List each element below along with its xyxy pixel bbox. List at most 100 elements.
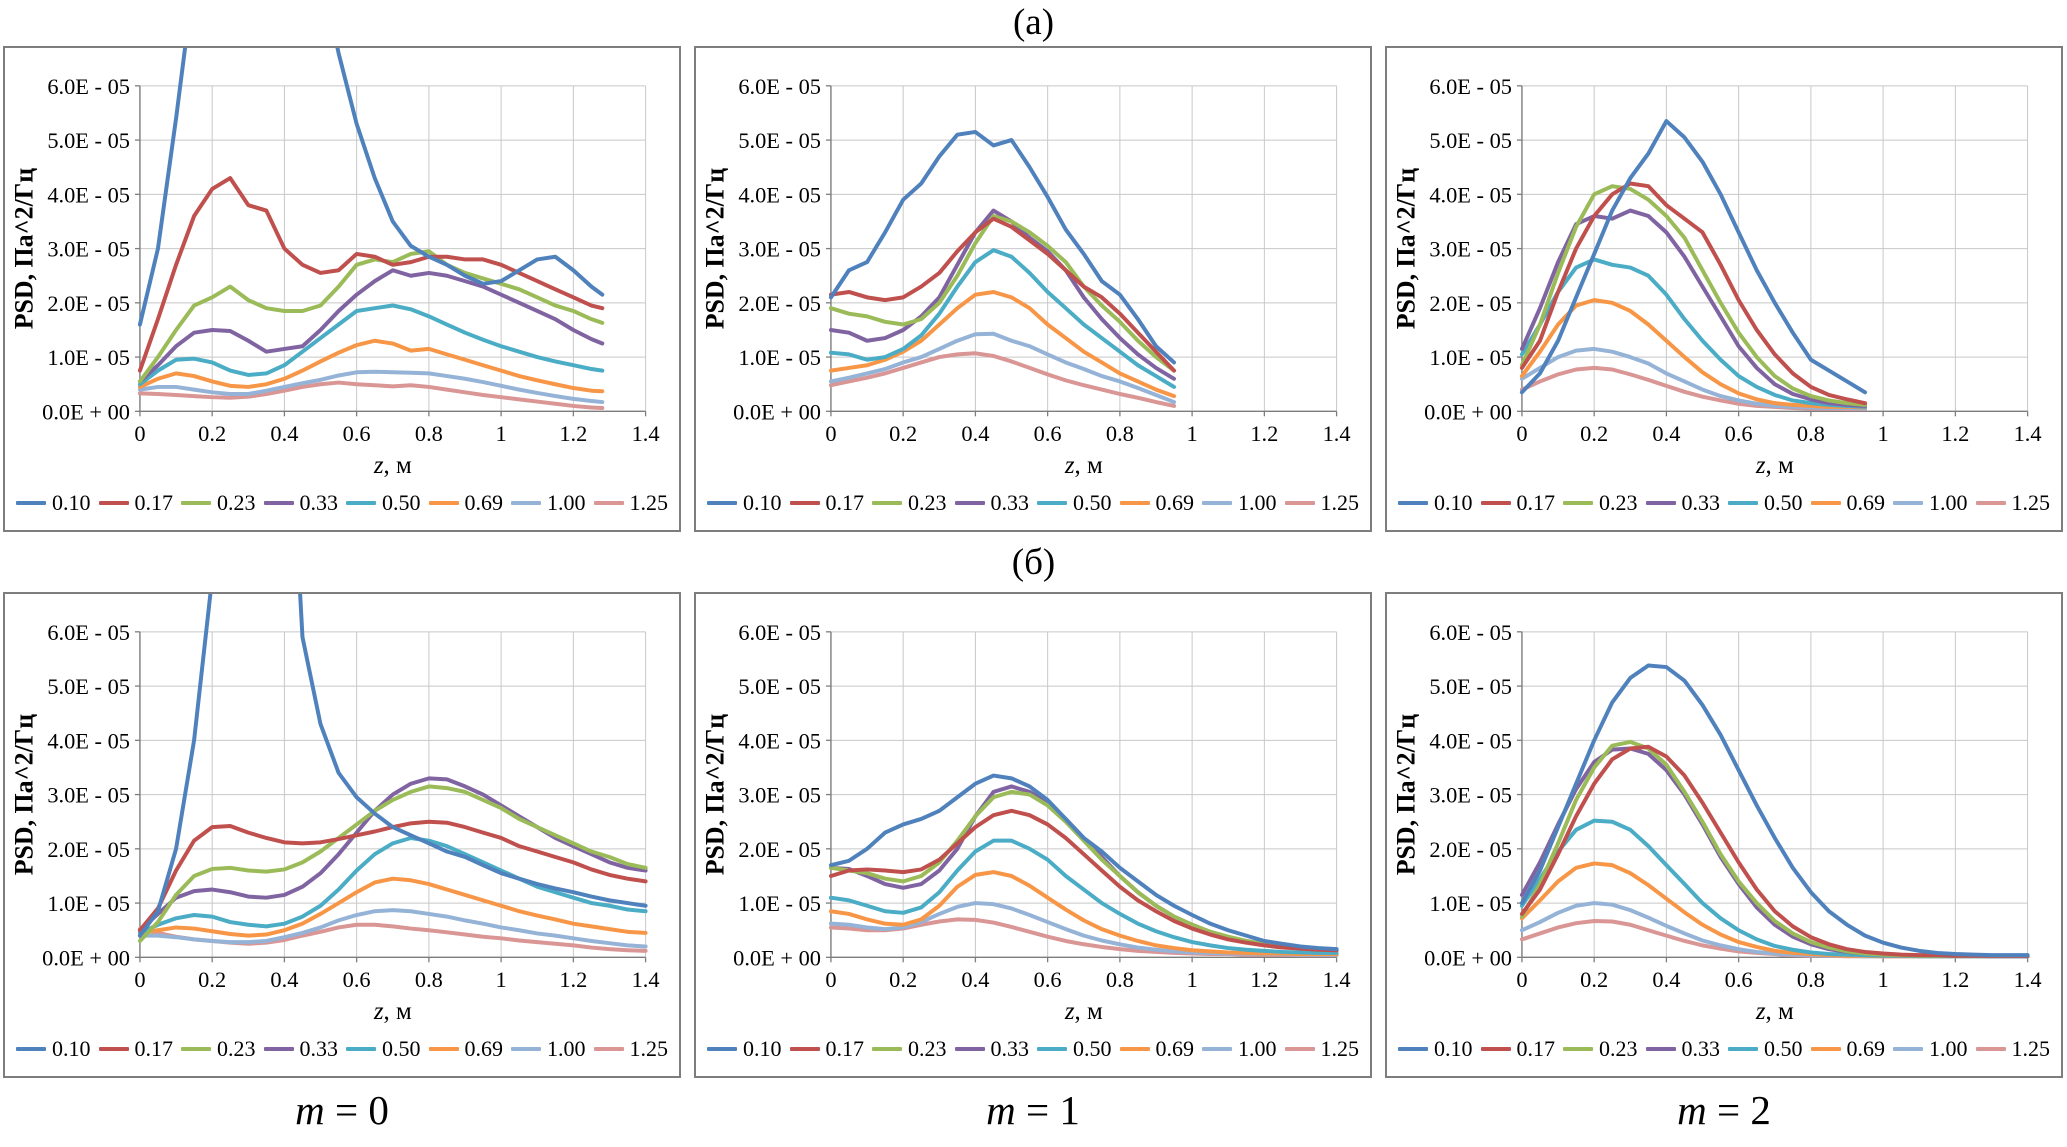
chart-legend: 0.10 0.17 0.23 0.33 0.50 0.69 1.00 1.25 — [696, 1026, 1370, 1072]
legend-item-1.00: 1.00 — [1893, 1036, 1968, 1062]
legend-item-0.10: 0.10 — [707, 490, 782, 516]
legend-swatch — [346, 501, 376, 505]
legend-swatch — [1645, 1047, 1676, 1051]
x-tick-label: 0 — [825, 421, 836, 446]
series-line-0.50 — [137, 835, 648, 935]
y-tick-label: 2.0E - 05 — [47, 837, 130, 862]
y-tick-label: 1.0E - 05 — [47, 891, 130, 916]
series-line-1.00 — [137, 369, 605, 405]
x-tick-label: 1.2 — [1250, 421, 1278, 446]
y-tick-label: 4.0E - 05 — [738, 728, 821, 753]
series-line-0.17 — [137, 819, 648, 933]
caption-value: = 2 — [1706, 1087, 1771, 1133]
x-tick-label: 1 — [1187, 421, 1198, 446]
x-tick-label: 0.2 — [1580, 421, 1608, 446]
x-tick-label: 1.4 — [632, 967, 660, 992]
legend-item-0.17: 0.17 — [1480, 1036, 1555, 1062]
y-tick-label: 6.0E - 05 — [1429, 74, 1512, 99]
legend-swatch — [181, 1047, 211, 1051]
legend-label: 1.25 — [2011, 1036, 2051, 1061]
legend-swatch — [1398, 1047, 1428, 1051]
x-tick-label: 1 — [1878, 421, 1889, 446]
legend-item-0.33: 0.33 — [1645, 490, 1721, 516]
y-axis-title: PSD, Па^2/Гц — [700, 168, 729, 330]
x-axis-title: z, м — [1755, 998, 1794, 1025]
gridlines — [134, 85, 647, 417]
legend-label: 0.33 — [299, 1036, 339, 1061]
legend-label: 1.25 — [2011, 490, 2051, 515]
x-tick-label: 0.6 — [1725, 421, 1753, 446]
legend-label: 1.00 — [1929, 490, 1968, 515]
series-line-0.23 — [1519, 184, 1868, 407]
legend-item-1.00: 1.00 — [1202, 1036, 1277, 1062]
series-group — [1519, 119, 1868, 412]
y-tick-label: 1.0E - 05 — [47, 345, 130, 370]
chart-canvas-a-m2: 6.0E - 05 5.0E - 05 4.0E - 05 3.0E - 05 2.0E… — [1391, 74, 2041, 479]
legend-label: 0.33 — [990, 1036, 1030, 1061]
legend-item-0.33: 0.33 — [1645, 1036, 1720, 1062]
legend-item-0.10: 0.10 — [707, 1036, 782, 1062]
legend-item-1.25: 1.25 — [1284, 1036, 1359, 1062]
caption-m2: m = 2 — [1385, 1086, 2063, 1134]
legend-label: 1.00 — [547, 490, 586, 515]
x-tick-label: 0.4 — [1652, 967, 1680, 992]
x-tick-label: 0.6 — [343, 421, 371, 446]
legend-label: 0.50 — [1764, 1036, 1803, 1061]
y-tick-label: 4.0E - 05 — [47, 728, 130, 753]
chart-canvas-a-m0: 6.0E - 05 5.0E - 05 4.0E - 05 3.0E - 05 2.0E… — [9, 48, 660, 479]
legend-item-0.17: 0.17 — [98, 1036, 173, 1062]
x-axis-title: z, м — [373, 998, 412, 1025]
legend-label: 0.50 — [382, 1036, 421, 1061]
legend-item-0.69: 0.69 — [1119, 490, 1194, 516]
x-tick-label: 1 — [496, 967, 507, 992]
series-line-0.69 — [137, 876, 648, 938]
legend-item-1.00: 1.00 — [1893, 490, 1968, 516]
series-line-0.50 — [828, 248, 1177, 389]
series-line-0.10 — [828, 129, 1177, 365]
legend-label: 1.25 — [629, 1036, 669, 1061]
legend-label: 0.23 — [217, 490, 256, 515]
legend-item-1.00: 1.00 — [1202, 490, 1277, 516]
y-tick-label: 2.0E - 05 — [1429, 837, 1512, 862]
legend-label: 0.69 — [464, 490, 504, 515]
x-tick-label: 0.8 — [415, 967, 443, 992]
series-line-0.17 — [828, 808, 1339, 953]
x-tick-label: 1.4 — [1323, 967, 1351, 992]
series-line-0.10 — [1519, 663, 2030, 958]
legend-label: 0.23 — [1599, 490, 1638, 515]
y-tick-label: 0.0E + 00 — [1424, 945, 1512, 970]
legend-item-0.23: 0.23 — [872, 490, 947, 516]
y-tick-label: 3.0E - 05 — [738, 783, 821, 808]
y-tick-label: 6.0E - 05 — [1429, 620, 1512, 645]
x-tick-label: 0.4 — [961, 421, 989, 446]
legend-item-0.23: 0.23 — [1563, 1036, 1638, 1062]
legend-label: 0.33 — [299, 490, 339, 515]
legend-label: 1.00 — [1238, 1036, 1277, 1061]
legend-label: 0.50 — [1073, 1036, 1112, 1061]
y-tick-label: 1.0E - 05 — [738, 345, 821, 370]
legend-label: 0.23 — [908, 490, 947, 515]
caption-m1: m = 1 — [694, 1086, 1372, 1134]
legend-label: 0.10 — [743, 490, 782, 515]
legend-item-0.10: 0.10 — [16, 490, 91, 516]
chart-panel-a-m1: 6.0E - 05 5.0E - 05 4.0E - 05 3.0E - 05 2.0E… — [694, 46, 1372, 532]
legend-item-0.69: 0.69 — [1119, 1036, 1194, 1062]
legend-swatch — [1563, 1047, 1593, 1051]
chart-canvas-b-m1: 6.0E - 05 5.0E - 05 4.0E - 05 3.0E - 05 2.0E… — [700, 620, 1351, 1025]
caption-value: = 0 — [324, 1087, 389, 1133]
legend-label: 0.33 — [1681, 490, 1721, 515]
chart-legend: 0.10 0.17 0.23 0.33 0.50 0.69 1.00 1.25 — [1387, 480, 2061, 526]
x-tick-label: 0.6 — [1725, 967, 1753, 992]
legend-swatch — [1202, 501, 1232, 505]
y-tick-label: 3.0E - 05 — [738, 237, 821, 262]
legend-label: 0.23 — [1599, 1036, 1638, 1061]
x-tick-label: 0 — [825, 967, 836, 992]
x-tick-label: 0.2 — [889, 967, 917, 992]
legend-label: 0.69 — [464, 1036, 504, 1061]
x-axis-title: z, м — [1755, 452, 1794, 479]
chart-canvas-a-m1: 6.0E - 05 5.0E - 05 4.0E - 05 3.0E - 05 2.0E… — [700, 74, 1350, 479]
series-line-0.10 — [137, 48, 605, 327]
legend-swatch — [98, 1047, 129, 1051]
chart-legend: 0.10 0.17 0.23 0.33 0.50 0.69 1.00 1.25 — [696, 480, 1370, 526]
legend-swatch — [1728, 1047, 1758, 1051]
